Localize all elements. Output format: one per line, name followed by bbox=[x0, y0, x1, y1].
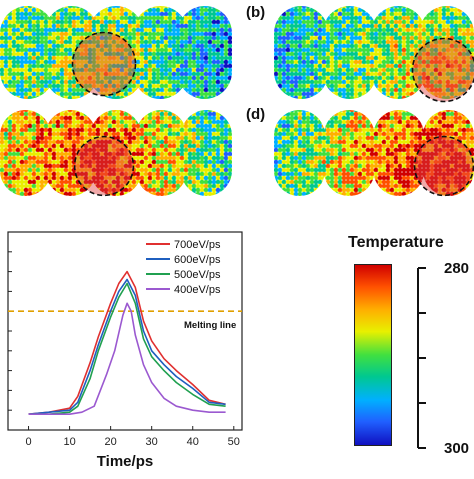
snapshot-b bbox=[274, 0, 474, 108]
colorbar-scale bbox=[404, 262, 444, 462]
x-tick-label: 30 bbox=[146, 436, 158, 448]
legend-label-1: 600eV/ps bbox=[174, 254, 221, 266]
panel-label-d: (d) bbox=[246, 106, 265, 123]
colorbar-title: Temperature bbox=[348, 234, 444, 252]
colorbar-min-label: 300 bbox=[444, 440, 469, 457]
x-tick-label: 0 bbox=[25, 436, 31, 448]
temperature-time-chart: 0 10 20 30 40 50 Time/ps Melting line 700eV/ps 60… bbox=[0, 222, 300, 474]
chart-svg: 0 10 20 30 40 50 Time/ps Melting line 700eV/ps 60… bbox=[0, 222, 300, 474]
x-tick-label: 40 bbox=[187, 436, 199, 448]
legend-label-0: 700eV/ps bbox=[174, 239, 221, 251]
x-tick-label: 50 bbox=[228, 436, 240, 448]
simulation-snapshots bbox=[0, 0, 474, 222]
colorbar-gradient bbox=[354, 264, 392, 446]
snapshot-a bbox=[0, 0, 232, 108]
legend-label-2: 500eV/ps bbox=[174, 269, 221, 281]
temperature-colorbar-panel: Temperature 280 300 bbox=[330, 222, 474, 474]
snapshot-d bbox=[274, 104, 474, 205]
colorbar-max-label: 280 bbox=[444, 260, 469, 277]
panel-label-b: (b) bbox=[246, 4, 265, 21]
x-axis-title: Time/ps bbox=[97, 453, 153, 470]
legend-label-3: 400eV/ps bbox=[174, 284, 221, 296]
x-tick-label: 20 bbox=[105, 436, 117, 448]
snapshot-c bbox=[0, 104, 232, 205]
melting-line-label: Melting line bbox=[184, 320, 236, 331]
x-tick-label: 10 bbox=[63, 436, 75, 448]
